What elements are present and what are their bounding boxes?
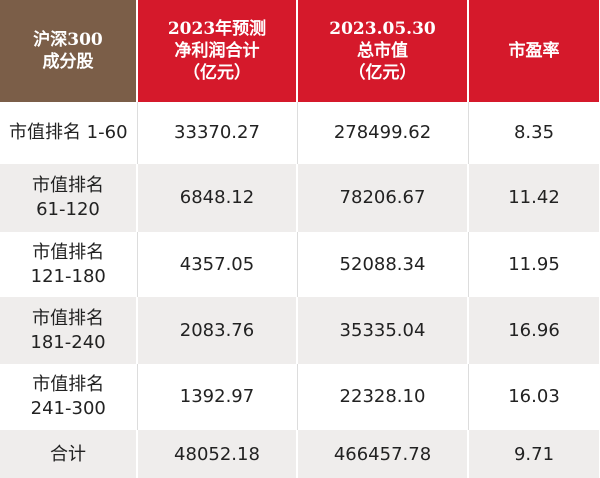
row-label: 合计 xyxy=(0,430,138,478)
header-row: 沪深300 成分股 2023年预测 净利润合计 （亿元） 2023.05.30 总市值 （亿元… xyxy=(0,0,600,102)
cell-line: 市值排名 xyxy=(32,307,104,329)
cell-line: 沪深300 xyxy=(33,30,103,50)
cell: 78206.67 xyxy=(297,164,469,232)
cell-line: （亿元） xyxy=(348,63,417,83)
cell-line: 市值排名 xyxy=(32,175,104,196)
row-label: 市值排名 61-120 xyxy=(0,164,138,232)
table-row: 市值排名 1-60 33370.27 278499.62 8.35 xyxy=(0,102,600,164)
cell-line: 市值排名 1-60 xyxy=(8,122,128,143)
cell: 16.03 xyxy=(468,364,600,430)
cell: 16.96 xyxy=(468,297,600,364)
row-label: 市值排名 1-60 xyxy=(0,102,138,164)
cell-line: 市值排名 xyxy=(32,241,105,263)
table-row: 市值排名 241-300 1392.97 22328.10 16.03 xyxy=(0,364,600,430)
header-cell: 2023年预测 净利润合计 （亿元） xyxy=(137,0,298,102)
cell: 11.42 xyxy=(468,164,600,232)
cell-line: （亿元） xyxy=(183,63,251,83)
cell: 278499.62 xyxy=(297,102,469,164)
cell-line: 市盈率 xyxy=(508,41,560,61)
cell-line: 总市值 xyxy=(357,41,408,61)
table-body: 市值排名 1-60 33370.27 278499.62 8.35 市值排名 61-120… xyxy=(0,102,600,478)
cell: 35335.04 xyxy=(297,297,469,364)
row-label: 市值排名 241-300 xyxy=(0,364,138,430)
cell-line: 61-120 xyxy=(36,199,100,220)
cell: 8.35 xyxy=(468,102,600,164)
cell-line: 241-300 xyxy=(30,398,106,419)
cell-line: 市值排名 xyxy=(32,374,105,395)
cell-line: 净利润合计 xyxy=(174,41,260,61)
cell: 11.95 xyxy=(468,232,600,297)
cell-line: 成分股 xyxy=(42,52,94,72)
table-row: 市值排名 121-180 4357.05 52088.34 11.95 xyxy=(0,232,600,297)
row-label: 市值排名 181-240 xyxy=(0,297,138,364)
cell-line: 2023.05.30 xyxy=(329,19,436,39)
table-row: 市值排名 181-240 2083.76 35335.04 16.96 xyxy=(0,297,600,364)
cell: 466457.78 xyxy=(297,430,469,478)
header-cell: 市盈率 xyxy=(468,0,600,102)
header-cell: 2023.05.30 总市值 （亿元） xyxy=(297,0,469,102)
cell: 2083.76 xyxy=(137,297,298,364)
header-cell: 沪深300 成分股 xyxy=(0,0,138,102)
cell: 48052.18 xyxy=(137,430,298,478)
cell: 9.71 xyxy=(468,430,600,478)
cell-line: 合计 xyxy=(50,444,86,465)
table-row: 市值排名 61-120 6848.12 78206.67 11.42 xyxy=(0,164,600,232)
cell: 22328.10 xyxy=(297,364,469,430)
row-label: 市值排名 121-180 xyxy=(0,232,138,297)
table-row: 合计 48052.18 466457.78 9.71 xyxy=(0,430,600,478)
cell: 52088.34 xyxy=(297,232,469,297)
cell: 1392.97 xyxy=(137,364,298,430)
cell-line: 121-180 xyxy=(30,265,106,287)
cell-line: 181-240 xyxy=(30,331,106,353)
cell: 6848.12 xyxy=(137,164,298,232)
cell: 4357.05 xyxy=(137,232,298,297)
cell: 33370.27 xyxy=(137,102,298,164)
cell-line: 2023年预测 xyxy=(167,19,267,39)
